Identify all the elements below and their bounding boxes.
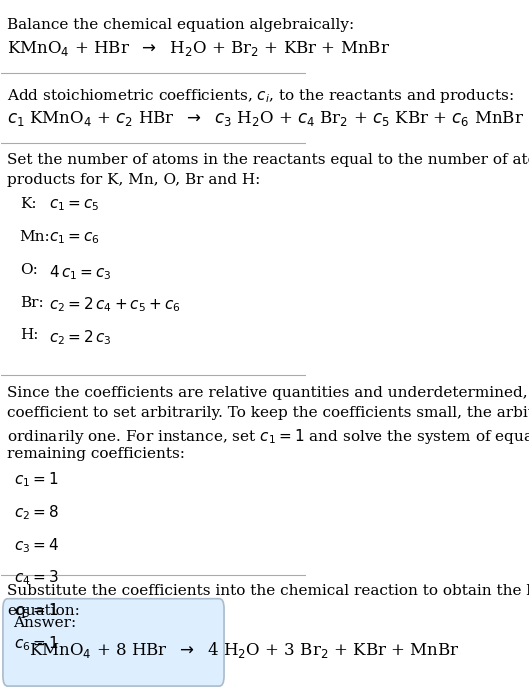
Text: Substitute the coefficients into the chemical reaction to obtain the balanced: Substitute the coefficients into the che… [7,584,529,598]
Text: remaining coefficients:: remaining coefficients: [7,447,186,461]
Text: Set the number of atoms in the reactants equal to the number of atoms in the: Set the number of atoms in the reactants… [7,153,529,167]
Text: KMnO$_4$ + 8 HBr  $\rightarrow$  4 H$_2$O + 3 Br$_2$ + KBr + MnBr: KMnO$_4$ + 8 HBr $\rightarrow$ 4 H$_2$O … [29,640,459,660]
Text: equation:: equation: [7,604,80,618]
Text: H:: H: [20,328,38,342]
Text: KMnO$_4$ + HBr  $\rightarrow$  H$_2$O + Br$_2$ + KBr + MnBr: KMnO$_4$ + HBr $\rightarrow$ H$_2$O + Br… [7,39,390,58]
Text: Mn:: Mn: [20,230,50,244]
Text: ordinarily one. For instance, set $c_1 = 1$ and solve the system of equations fo: ordinarily one. For instance, set $c_1 =… [7,427,529,446]
Text: Br:: Br: [20,295,43,310]
Text: Answer:: Answer: [14,616,77,630]
Text: $c_5 = 1$: $c_5 = 1$ [14,601,58,620]
Text: $c_1 = c_6$: $c_1 = c_6$ [49,230,99,246]
Text: K:: K: [20,197,37,212]
Text: $c_4 = 3$: $c_4 = 3$ [14,569,58,587]
Text: coefficient to set arbitrarily. To keep the coefficients small, the arbitrary va: coefficient to set arbitrarily. To keep … [7,406,529,420]
Text: $c_1$ KMnO$_4$ + $c_2$ HBr  $\rightarrow$  $c_3$ H$_2$O + $c_4$ Br$_2$ + $c_5$ K: $c_1$ KMnO$_4$ + $c_2$ HBr $\rightarrow$… [7,109,524,128]
Text: $c_2 = 8$: $c_2 = 8$ [14,503,59,522]
Text: Balance the chemical equation algebraically:: Balance the chemical equation algebraica… [7,19,355,32]
Text: $c_6 = 1$: $c_6 = 1$ [14,634,58,653]
Text: Since the coefficients are relative quantities and underdetermined, choose a: Since the coefficients are relative quan… [7,385,529,400]
Text: $c_1 = 1$: $c_1 = 1$ [14,471,58,489]
Text: $4\,c_1 = c_3$: $4\,c_1 = c_3$ [49,263,112,282]
Text: $c_2 = 2\,c_3$: $c_2 = 2\,c_3$ [49,328,112,347]
Text: $c_1 = c_5$: $c_1 = c_5$ [49,197,99,213]
FancyBboxPatch shape [3,598,224,686]
Text: $c_3 = 4$: $c_3 = 4$ [14,536,59,554]
Text: O:: O: [20,263,38,277]
Text: $c_2 = 2\,c_4 + c_5 + c_6$: $c_2 = 2\,c_4 + c_5 + c_6$ [49,295,180,315]
Text: Add stoichiometric coefficients, $c_i$, to the reactants and products:: Add stoichiometric coefficients, $c_i$, … [7,87,514,104]
Text: products for K, Mn, O, Br and H:: products for K, Mn, O, Br and H: [7,173,261,188]
